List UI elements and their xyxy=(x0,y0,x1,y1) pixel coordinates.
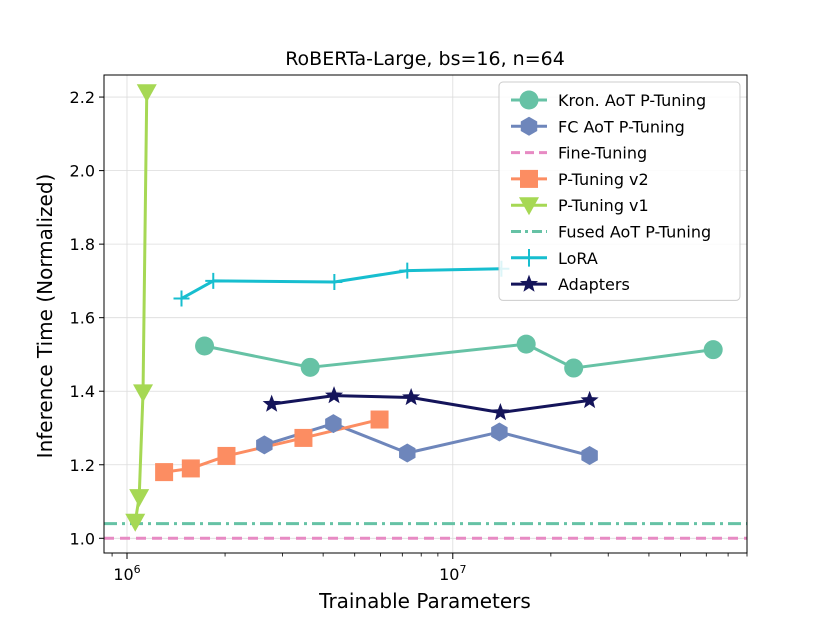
data-point-lora xyxy=(399,262,416,279)
data-point-lora xyxy=(326,274,343,291)
x-axis-ticks: 106 107 xyxy=(111,553,748,584)
data-point-p-tuning-v1 xyxy=(125,513,146,532)
data-point-kron-aot-p-tuning xyxy=(703,340,723,360)
data-point-p-tuning-v1 xyxy=(129,489,150,508)
legend-label: P-Tuning v1 xyxy=(558,196,649,215)
series-line-lora xyxy=(180,267,502,300)
data-point-lora xyxy=(173,290,190,307)
legend: Kron. AoT P-Tuning FC AoT P-Tuning Fine-Tu… xyxy=(498,81,741,301)
y-tick-label: 2.2 xyxy=(70,88,95,107)
legend-marker xyxy=(520,249,538,267)
legend-box xyxy=(498,81,741,301)
data-point-fc-aot-p-tuning xyxy=(581,446,598,466)
data-point-fc-aot-p-tuning xyxy=(491,422,508,442)
legend-marker xyxy=(519,90,539,110)
data-point-p-tuning-v1 xyxy=(133,384,154,403)
y-tick-label: 1.2 xyxy=(70,456,95,475)
data-point-fc-aot-p-tuning xyxy=(256,435,273,455)
legend-marker xyxy=(520,116,538,136)
legend-label: Kron. AoT P-Tuning xyxy=(558,91,706,110)
x-axis-label: Trainable Parameters xyxy=(318,589,531,613)
series-markers xyxy=(125,84,723,532)
legend-marker xyxy=(519,197,539,216)
y-tick-label: 2.0 xyxy=(70,162,95,181)
data-point-lora xyxy=(205,272,222,289)
y-tick-label: 1.6 xyxy=(70,309,95,328)
data-point-p-tuning-v2 xyxy=(155,463,174,482)
y-tick-label: 1.8 xyxy=(70,235,95,254)
legend-label: Fused AoT P-Tuning xyxy=(558,223,711,242)
data-point-fc-aot-p-tuning xyxy=(325,414,342,434)
series-line-adapters xyxy=(271,394,590,415)
reference-lines xyxy=(104,522,747,540)
series-line-fc-aot-p-tuning xyxy=(263,422,590,458)
series-line-kron-aot-p-tuning xyxy=(204,342,714,370)
y-tick-label: 1.4 xyxy=(70,382,95,401)
data-point-p-tuning-v1 xyxy=(136,84,157,103)
y-axis-ticks: 1.0 1.2 1.4 1.6 1.8 2.0 2.2 xyxy=(70,88,104,548)
x-tick-label: 106 xyxy=(113,563,140,584)
plot-frame xyxy=(103,74,748,554)
data-point-kron-aot-p-tuning xyxy=(300,357,320,377)
data-point-kron-aot-p-tuning xyxy=(516,334,536,354)
data-point-p-tuning-v2 xyxy=(294,428,313,447)
data-point-adapters xyxy=(491,403,510,421)
data-point-adapters xyxy=(580,390,599,409)
x-tick-label: 107 xyxy=(439,563,466,584)
data-point-p-tuning-v2 xyxy=(181,459,200,478)
y-axis-label: Inference Time (Normalized) xyxy=(33,174,57,459)
data-point-p-tuning-v2 xyxy=(370,410,389,429)
y-tick-label: 1.0 xyxy=(70,529,95,548)
legend-label: LoRA xyxy=(558,249,598,268)
legend-label: Adapters xyxy=(558,275,630,294)
legend-marker xyxy=(519,274,539,292)
legend-marker xyxy=(520,169,538,188)
series-line-p-tuning-v1 xyxy=(133,92,149,522)
grid xyxy=(104,75,747,553)
chart-title: RoBERTa-Large, bs=16, n=64 xyxy=(285,48,565,70)
data-point-adapters xyxy=(262,394,281,412)
data-point-p-tuning-v2 xyxy=(217,446,236,465)
data-point-kron-aot-p-tuning xyxy=(195,336,215,356)
data-point-fc-aot-p-tuning xyxy=(399,443,416,463)
data-point-adapters xyxy=(402,387,421,406)
legend-label: Fine-Tuning xyxy=(558,144,647,163)
data-point-adapters xyxy=(324,386,344,404)
data-point-kron-aot-p-tuning xyxy=(564,358,584,378)
legend-label: FC AoT P-Tuning xyxy=(558,117,685,136)
legend-label: P-Tuning v2 xyxy=(558,170,649,189)
